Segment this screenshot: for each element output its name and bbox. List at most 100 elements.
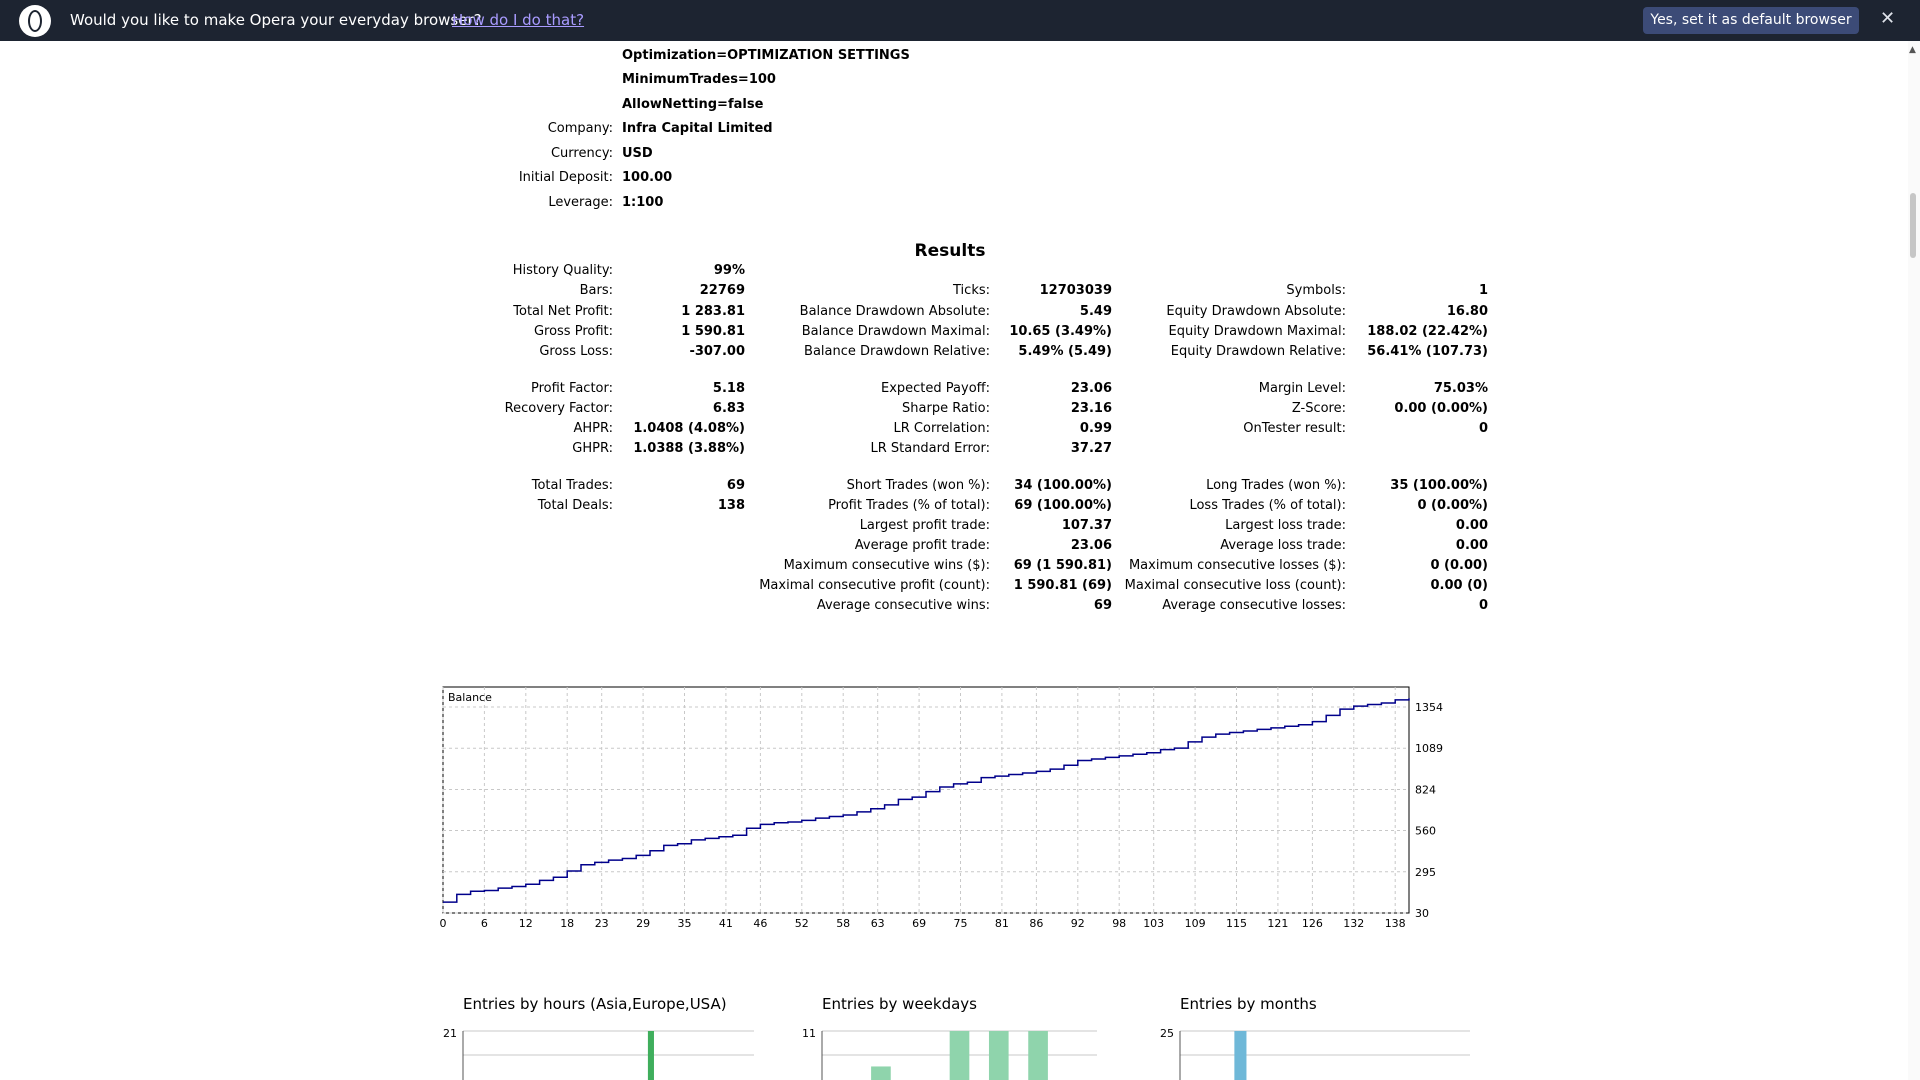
result-label: Total Net Profit: bbox=[513, 304, 613, 319]
entries-histograms: Entries by hours (Asia,Europe,USA) 21 Entr… bbox=[443, 995, 1470, 1080]
result-value: 23.06 bbox=[1070, 381, 1112, 396]
result-value: 0 bbox=[1478, 421, 1488, 436]
result-label: Total Trades: bbox=[531, 478, 613, 493]
histogram-bar bbox=[1234, 1031, 1247, 1080]
minimum-trades-setting: MinimumTrades=100 bbox=[622, 72, 776, 87]
result-value: 1 590.81 bbox=[681, 324, 745, 339]
balance-y-tick: 30 bbox=[1415, 907, 1429, 920]
result-value: 1 590.81 (69) bbox=[1013, 578, 1112, 593]
company-label: Company: bbox=[547, 121, 613, 136]
result-value: 35 (100.00%) bbox=[1390, 478, 1488, 493]
balance-x-tick: 29 bbox=[636, 917, 650, 930]
result-value: 188.02 (22.42%) bbox=[1367, 324, 1488, 339]
result-label: LR Correlation: bbox=[893, 421, 990, 436]
result-value: 0.00 bbox=[1455, 538, 1488, 553]
balance-x-tick: 69 bbox=[912, 917, 926, 930]
how-do-i-link[interactable]: How do I do that? bbox=[452, 11, 585, 29]
balance-x-tick: 63 bbox=[871, 917, 885, 930]
close-icon[interactable]: ✕ bbox=[1880, 8, 1896, 29]
result-label: GHPR: bbox=[572, 441, 613, 456]
result-label: Average profit trade: bbox=[854, 538, 990, 553]
result-label: Total Deals: bbox=[537, 498, 613, 513]
result-label: Long Trades (won %): bbox=[1206, 478, 1346, 493]
result-label: Expected Payoff: bbox=[881, 381, 990, 396]
result-value: 0 (0.00%) bbox=[1417, 498, 1488, 513]
optimization-setting: Optimization=OPTIMIZATION SETTINGS bbox=[622, 48, 910, 63]
result-value: 1.0388 (3.88%) bbox=[633, 441, 745, 456]
result-value: 10.65 (3.49%) bbox=[1009, 324, 1112, 339]
balance-x-tick: 0 bbox=[440, 917, 447, 930]
result-label: Maximal consecutive loss (count): bbox=[1124, 578, 1346, 593]
scroll-up-arrow-icon[interactable]: ▲ bbox=[1909, 45, 1916, 55]
histogram-title: Entries by hours (Asia,Europe,USA) bbox=[463, 995, 727, 1013]
result-label: Largest profit trade: bbox=[859, 518, 990, 533]
result-label: Margin Level: bbox=[1258, 381, 1346, 396]
result-value: 0.00 bbox=[1455, 518, 1488, 533]
histogram-title: Entries by weekdays bbox=[822, 995, 977, 1013]
result-label: Equity Drawdown Maximal: bbox=[1168, 324, 1346, 339]
result-label: Symbols: bbox=[1286, 283, 1346, 298]
balance-x-tick: 109 bbox=[1185, 917, 1206, 930]
result-value: 16.80 bbox=[1446, 304, 1488, 319]
histogram-bar bbox=[871, 1066, 891, 1080]
result-value: 0.99 bbox=[1079, 421, 1112, 436]
balance-x-tick: 23 bbox=[595, 917, 609, 930]
opera-logo-icon bbox=[19, 5, 51, 37]
result-value: 23.06 bbox=[1070, 538, 1112, 553]
result-label: Z-Score: bbox=[1291, 401, 1346, 416]
result-label: Loss Trades (% of total): bbox=[1189, 498, 1346, 513]
result-value: 34 (100.00%) bbox=[1014, 478, 1112, 493]
result-value: 0 (0.00) bbox=[1430, 558, 1488, 573]
result-label: Maximum consecutive losses ($): bbox=[1128, 558, 1346, 573]
leverage-value: 1:100 bbox=[622, 195, 664, 210]
histogram-y-tick: 21 bbox=[443, 1027, 457, 1040]
currency-value: USD bbox=[622, 146, 653, 161]
balance-chart-title: Balance bbox=[448, 691, 492, 704]
currency-label: Currency: bbox=[550, 146, 613, 161]
vertical-scrollbar[interactable] bbox=[1908, 41, 1920, 1080]
result-label: Short Trades (won %): bbox=[846, 478, 990, 493]
balance-x-tick: 103 bbox=[1143, 917, 1164, 930]
result-value: 69 bbox=[1093, 598, 1112, 613]
balance-x-tick: 18 bbox=[560, 917, 574, 930]
result-label: Equity Drawdown Relative: bbox=[1170, 344, 1346, 359]
result-label: Average consecutive wins: bbox=[816, 598, 990, 613]
result-label: Maximal consecutive profit (count): bbox=[759, 578, 990, 593]
balance-x-tick: 115 bbox=[1226, 917, 1247, 930]
result-value: -307.00 bbox=[689, 344, 745, 359]
initial-deposit-label: Initial Deposit: bbox=[518, 170, 613, 185]
result-value: 99% bbox=[713, 263, 745, 278]
balance-x-tick: 52 bbox=[795, 917, 809, 930]
result-value: 1.0408 (4.08%) bbox=[633, 421, 745, 436]
result-label: Ticks: bbox=[953, 283, 990, 298]
results-heading: Results bbox=[914, 241, 986, 261]
result-value: 1 283.81 bbox=[681, 304, 745, 319]
result-label: Balance Drawdown Maximal: bbox=[801, 324, 990, 339]
histogram-bar bbox=[647, 1031, 654, 1080]
balance-x-tick: 6 bbox=[481, 917, 488, 930]
allow-netting-setting: AllowNetting=false bbox=[622, 97, 764, 112]
result-value: 69 bbox=[726, 478, 745, 493]
report-page: Optimization=OPTIMIZATION SETTINGS Minim… bbox=[0, 41, 1908, 1080]
result-label: Balance Drawdown Relative: bbox=[804, 344, 990, 359]
result-label: LR Standard Error: bbox=[870, 441, 990, 456]
result-label: AHPR: bbox=[573, 421, 613, 436]
balance-x-tick: 138 bbox=[1385, 917, 1406, 930]
balance-x-tick: 75 bbox=[954, 917, 968, 930]
balance-chart: 30 295 560 824 1089 1354 0 6 12 18 23 29 35 41 46 52 58 6… bbox=[440, 686, 1443, 930]
result-value: 69 (1 590.81) bbox=[1013, 558, 1112, 573]
balance-y-tick: 1354 bbox=[1415, 701, 1443, 714]
balance-x-tick: 35 bbox=[678, 917, 692, 930]
result-value: 37.27 bbox=[1070, 441, 1112, 456]
result-value: 23.16 bbox=[1070, 401, 1112, 416]
company-value: Infra Capital Limited bbox=[622, 121, 773, 136]
histogram-bar bbox=[1028, 1031, 1048, 1080]
result-value: 0.00 (0.00%) bbox=[1394, 401, 1488, 416]
balance-x-tick: 41 bbox=[719, 917, 733, 930]
histogram-y-tick: 25 bbox=[1160, 1027, 1174, 1040]
result-value: 5.18 bbox=[712, 381, 745, 396]
balance-x-tick: 92 bbox=[1071, 917, 1085, 930]
set-default-button[interactable]: Yes, set it as default browser bbox=[1643, 7, 1859, 34]
initial-deposit-value: 100.00 bbox=[622, 170, 673, 185]
scrollbar-thumb[interactable] bbox=[1910, 193, 1916, 258]
